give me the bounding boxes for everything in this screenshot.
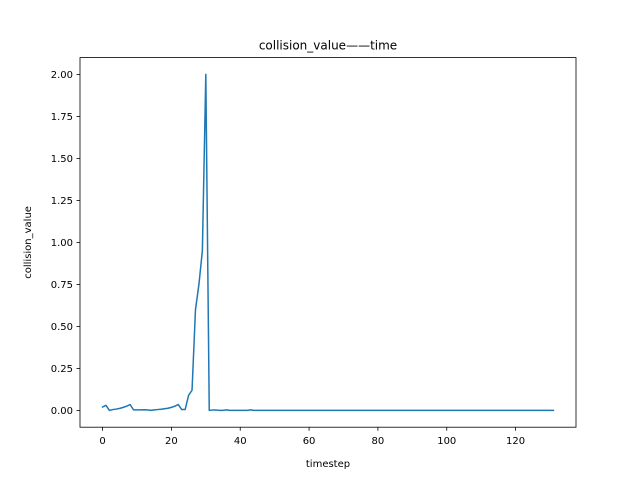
y-tick-label: 1.00 xyxy=(51,238,73,249)
y-tick-label: 2.00 xyxy=(51,70,73,81)
y-tick-label: 0.50 xyxy=(51,322,73,333)
y-tick-label: 0.00 xyxy=(51,406,73,417)
x-tick-label: 80 xyxy=(372,436,385,447)
x-axis-title: timestep xyxy=(306,459,350,470)
y-tick-label: 1.25 xyxy=(51,196,73,207)
plot-area-background xyxy=(80,57,576,428)
x-tick-label: 0 xyxy=(99,436,105,447)
plot-frame xyxy=(79,57,577,428)
x-axis: 0 20 40 60 80 100 120 xyxy=(99,427,525,447)
y-tick-label: 0.75 xyxy=(51,280,73,291)
y-tick-label: 1.50 xyxy=(51,154,73,165)
x-tick-label: 20 xyxy=(165,436,178,447)
x-tick-label: 60 xyxy=(303,436,316,447)
y-tick-label: 1.75 xyxy=(51,112,73,123)
x-tick-label: 100 xyxy=(437,436,456,447)
y-axis: 0.00 0.25 0.50 0.75 1.00 1.25 1.50 1.75 2.00 xyxy=(51,70,80,417)
y-axis-title: collision_value xyxy=(23,206,34,279)
x-tick-label: 120 xyxy=(506,436,525,447)
x-tick-label: 40 xyxy=(234,436,247,447)
chart-title: collision_value——time xyxy=(259,39,397,53)
y-tick-label: 0.25 xyxy=(51,364,73,375)
series-line xyxy=(101,73,555,412)
